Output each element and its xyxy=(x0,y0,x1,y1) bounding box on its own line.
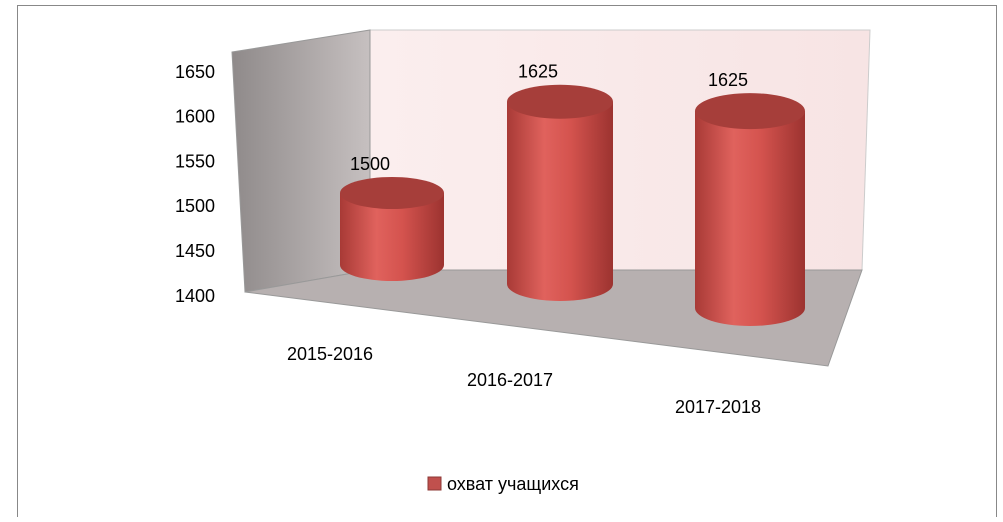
cylinder-top xyxy=(340,177,444,209)
y-tick-label: 1550 xyxy=(175,151,215,171)
legend-label: охват учащихся xyxy=(447,474,579,494)
x-tick-label: 2017-2018 xyxy=(675,397,761,417)
value-label: 1500 xyxy=(350,154,390,174)
y-tick-label: 1450 xyxy=(175,241,215,261)
legend-swatch xyxy=(427,476,442,491)
y-tick-label: 1650 xyxy=(175,62,215,82)
y-tick-label: 1400 xyxy=(175,286,215,306)
cylinder-top xyxy=(695,93,805,130)
y-tick-label: 1600 xyxy=(175,107,215,127)
y-tick-label: 1500 xyxy=(175,196,215,216)
value-label: 1625 xyxy=(708,70,748,90)
cylinder-body xyxy=(507,101,613,301)
cylinder-body xyxy=(695,111,805,326)
value-label: 1625 xyxy=(518,62,558,82)
cylinder-body xyxy=(340,193,444,281)
x-tick-label: 2015-2016 xyxy=(287,344,373,364)
cylinder-top xyxy=(507,84,613,119)
x-tick-label: 2016-2017 xyxy=(467,370,553,390)
